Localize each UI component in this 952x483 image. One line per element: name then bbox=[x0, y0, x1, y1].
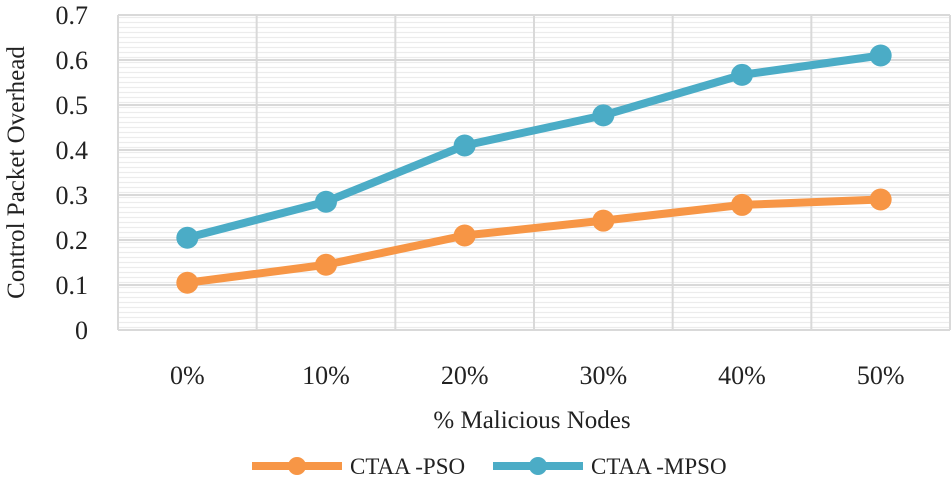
data-point bbox=[731, 193, 753, 216]
data-point bbox=[176, 226, 199, 249]
legend-item: CTAA -MPSO bbox=[493, 454, 727, 479]
y-tick-label: 0.3 bbox=[56, 181, 89, 210]
legend-marker bbox=[288, 457, 306, 475]
legend-label: CTAA -MPSO bbox=[591, 454, 727, 479]
data-point bbox=[731, 63, 753, 86]
legend: CTAA -PSO CTAA -MPSO bbox=[252, 454, 727, 479]
y-tick-label: 0.5 bbox=[56, 91, 89, 120]
legend-label: CTAA -PSO bbox=[350, 454, 465, 479]
x-tick-label: 10% bbox=[302, 361, 350, 390]
data-point bbox=[592, 209, 615, 232]
x-axis-ticks: 0% 10% 20% 30% 40% 50% bbox=[170, 361, 905, 390]
y-tick-label: 0.4 bbox=[56, 136, 89, 165]
data-point bbox=[315, 190, 337, 213]
y-tick-label: 0.1 bbox=[56, 271, 89, 300]
x-tick-label: 40% bbox=[718, 361, 766, 390]
y-tick-label: 0.2 bbox=[56, 226, 89, 255]
series-2 bbox=[176, 44, 892, 249]
legend-item: CTAA -PSO bbox=[252, 454, 465, 479]
data-point bbox=[869, 44, 892, 67]
data-point bbox=[453, 224, 476, 247]
series-line bbox=[183, 195, 885, 287]
series-line bbox=[183, 51, 885, 242]
y-tick-label: 0.7 bbox=[56, 1, 89, 30]
data-point bbox=[176, 271, 199, 294]
data-point bbox=[315, 253, 337, 276]
series-1 bbox=[176, 188, 892, 294]
x-axis-title: % Malicious Nodes bbox=[433, 407, 630, 434]
x-tick-label: 20% bbox=[441, 361, 489, 390]
y-tick-label: 0 bbox=[75, 316, 88, 345]
x-tick-label: 50% bbox=[857, 361, 905, 390]
y-axis-title: Control Packet Overhead bbox=[3, 46, 30, 299]
x-tick-label: 0% bbox=[170, 361, 205, 390]
y-axis-ticks: 0 0.1 0.2 0.3 0.4 0.5 0.6 0.7 bbox=[56, 1, 89, 345]
data-point bbox=[869, 188, 892, 211]
x-tick-label: 30% bbox=[579, 361, 627, 390]
y-tick-label: 0.6 bbox=[56, 46, 89, 75]
data-point bbox=[453, 134, 476, 157]
legend-marker bbox=[529, 457, 547, 475]
series-group bbox=[176, 44, 892, 294]
data-point bbox=[592, 104, 615, 127]
